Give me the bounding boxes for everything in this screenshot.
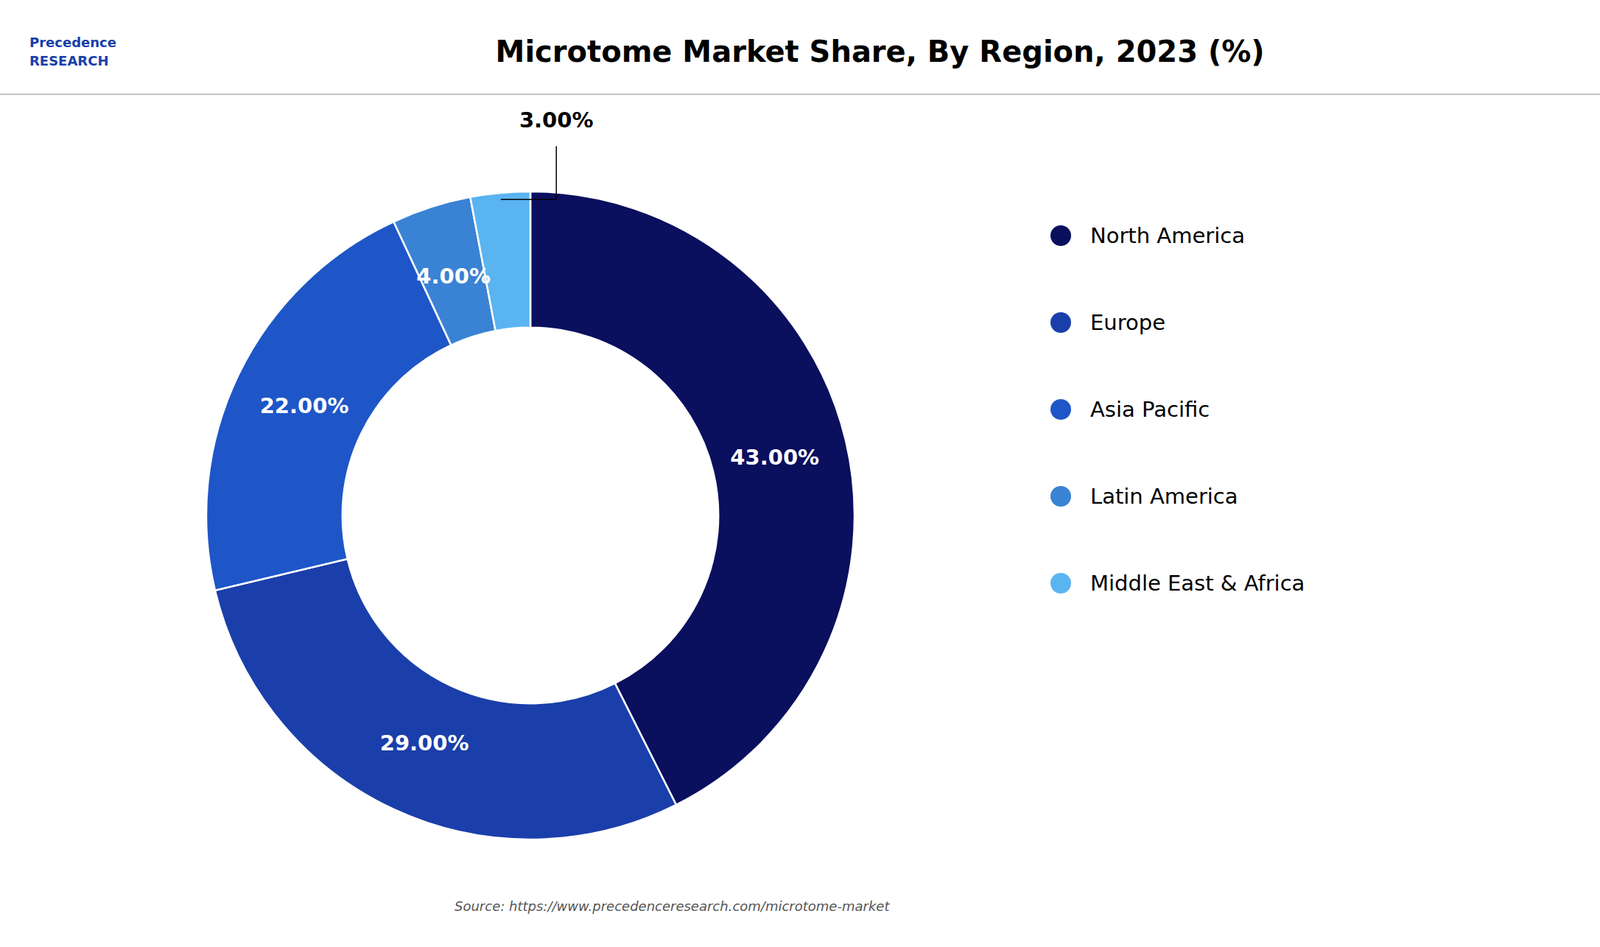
data-label: 29.00% bbox=[380, 730, 470, 756]
data-labels: 43.00% 29.00% 22.00% 4.00% 3.00% bbox=[260, 107, 820, 756]
legend-swatch bbox=[1050, 399, 1072, 420]
logo-line: Precedence bbox=[29, 34, 117, 51]
slices bbox=[206, 191, 855, 840]
legend-swatch bbox=[1050, 225, 1072, 247]
slice bbox=[206, 221, 451, 591]
data-label: 4.00% bbox=[416, 263, 491, 289]
data-label: 43.00% bbox=[730, 444, 820, 470]
legend-swatch bbox=[1050, 573, 1072, 594]
legend-label: Asia Pacific bbox=[1090, 397, 1210, 423]
legend-swatch bbox=[1050, 486, 1072, 507]
legend-label: Middle East & Africa bbox=[1090, 570, 1305, 596]
title-rule bbox=[0, 93, 1600, 96]
background bbox=[0, 0, 1600, 947]
slice bbox=[215, 559, 677, 840]
legend-swatch bbox=[1050, 312, 1072, 333]
chart: Microtome Market Share, By Region, 2023 … bbox=[0, 0, 1600, 947]
legend-label: Europe bbox=[1090, 310, 1166, 336]
logo-line: RESEARCH bbox=[29, 53, 109, 69]
data-label: 22.00% bbox=[260, 393, 350, 419]
label-connector bbox=[500, 145, 557, 199]
logo: Precedence RESEARCH bbox=[29, 34, 117, 69]
legend: North America Europe Asia Pacific Latin Ame… bbox=[1050, 223, 1305, 596]
data-label: 3.00% bbox=[519, 107, 594, 133]
legend-label: North America bbox=[1090, 223, 1245, 249]
source-note: Source: https://www.precedenceresearch.c… bbox=[454, 898, 890, 915]
title: Microtome Market Share, By Region, 2023 … bbox=[495, 34, 1265, 69]
legend-label: Latin America bbox=[1090, 483, 1239, 510]
slice bbox=[469, 191, 531, 331]
